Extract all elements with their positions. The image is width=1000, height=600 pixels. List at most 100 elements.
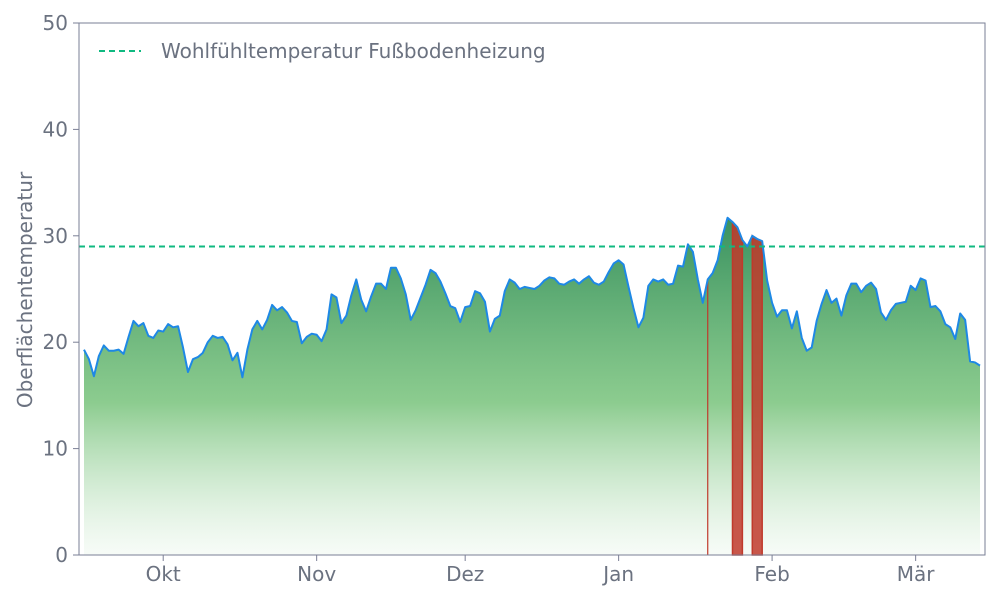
data-point [251, 328, 253, 330]
data-point [771, 302, 773, 304]
temperature-area-fill [84, 217, 980, 555]
data-point [563, 284, 565, 286]
data-point [964, 319, 966, 321]
highlight-range [731, 220, 744, 556]
data-point [108, 350, 110, 352]
data-point [796, 310, 798, 312]
data-point [519, 288, 521, 290]
data-point [454, 307, 456, 309]
data-point [939, 310, 941, 312]
data-point [147, 335, 149, 337]
data-point [944, 323, 946, 325]
data-point [791, 327, 793, 329]
data-point [682, 266, 684, 268]
data-point [187, 371, 189, 373]
data-point [430, 269, 432, 271]
data-point [553, 277, 555, 279]
legend: Wohlfühltemperatur Fußbodenheizung [99, 39, 546, 63]
data-point [885, 319, 887, 321]
data-point [543, 279, 545, 281]
data-point [177, 325, 179, 327]
x-axis: Okt Nov Dez Jan Feb Mär [146, 555, 935, 586]
data-point [326, 328, 328, 330]
data-point [232, 359, 234, 361]
highlight-range-fill [751, 234, 763, 556]
data-point [826, 289, 828, 291]
data-point [702, 302, 704, 304]
data-point [439, 281, 441, 283]
data-point [662, 278, 664, 280]
data-point [355, 278, 357, 280]
data-point [677, 265, 679, 267]
data-point [296, 321, 298, 323]
data-point [360, 299, 362, 301]
x-tick-label: Okt [146, 562, 181, 586]
data-point [746, 245, 748, 247]
data-point [137, 325, 139, 327]
data-point [850, 283, 852, 285]
data-point [727, 217, 729, 219]
data-point [895, 303, 897, 305]
data-point [598, 284, 600, 286]
data-point [652, 278, 654, 280]
data-point [736, 226, 738, 228]
data-point [880, 311, 882, 313]
data-point [672, 283, 674, 285]
data-point [514, 282, 516, 284]
data-point [860, 291, 862, 293]
data-point [533, 288, 535, 290]
data-point [464, 306, 466, 308]
data-point [588, 275, 590, 277]
data-point [172, 326, 174, 328]
data-point [162, 331, 164, 333]
data-point [271, 304, 273, 306]
data-point [425, 284, 427, 286]
data-point [593, 282, 595, 284]
data-point [157, 330, 159, 332]
data-point [603, 281, 605, 283]
data-point [420, 297, 422, 299]
data-point [375, 283, 377, 285]
data-point [558, 283, 560, 285]
data-point [915, 289, 917, 291]
data-point [910, 285, 912, 287]
data-point [707, 278, 709, 280]
data-point [647, 285, 649, 287]
data-point [741, 239, 743, 241]
data-point [870, 282, 872, 284]
data-point [865, 285, 867, 287]
data-point [227, 343, 229, 345]
data-point [667, 284, 669, 286]
data-point [207, 341, 209, 343]
y-tick-label: 20 [43, 330, 68, 354]
data-point [830, 302, 832, 304]
data-point [979, 365, 981, 367]
data-point [212, 335, 214, 337]
data-point [331, 293, 333, 295]
data-point [538, 285, 540, 287]
data-point [494, 318, 496, 320]
data-point [920, 277, 922, 279]
data-point [236, 352, 238, 354]
data-point [217, 337, 219, 339]
data-point [548, 276, 550, 278]
data-point [103, 344, 105, 346]
data-point [306, 336, 308, 338]
plot-frame [78, 22, 986, 556]
data-point [385, 288, 387, 290]
data-point [781, 309, 783, 311]
y-axis: 0 10 20 30 40 50 [43, 11, 79, 567]
data-point [261, 328, 263, 330]
data-point [618, 259, 620, 261]
data-point [390, 267, 392, 269]
data-point [291, 320, 293, 322]
data-point [608, 271, 610, 273]
y-axis-title: Oberflächentemperatur [13, 171, 37, 408]
data-point [583, 278, 585, 280]
data-point [142, 322, 144, 324]
data-point [400, 277, 402, 279]
data-point [449, 305, 451, 307]
data-point [415, 309, 417, 311]
data-point [855, 283, 857, 285]
